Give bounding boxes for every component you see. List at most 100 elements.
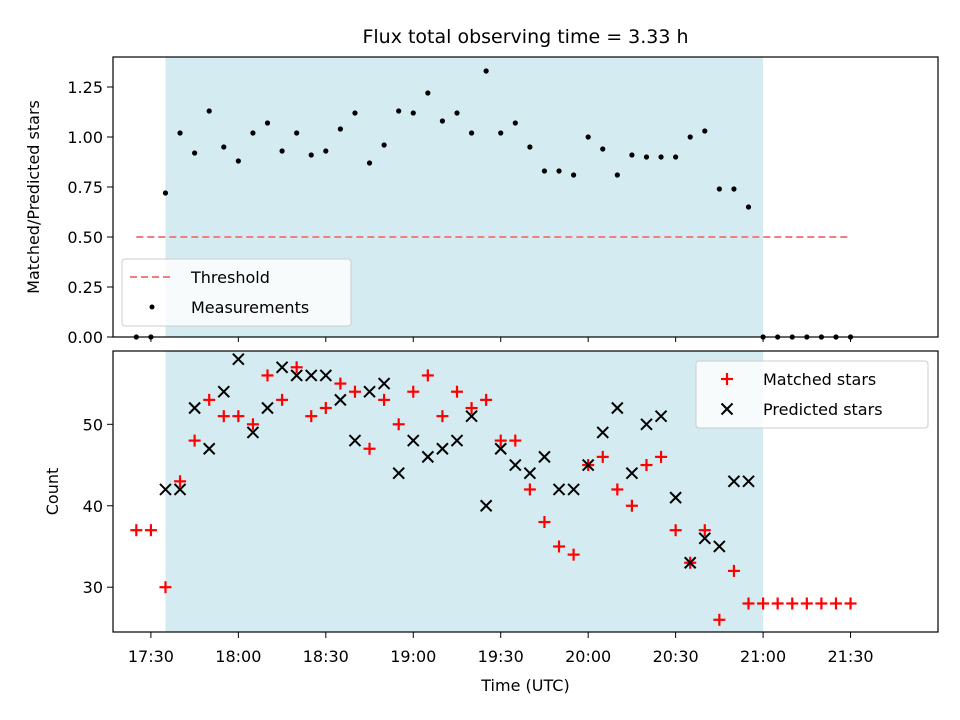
y-tick-label: 50 <box>83 415 103 434</box>
cross-stroke-b <box>188 401 201 415</box>
cross-stroke-b <box>742 475 755 488</box>
predicted-star-marker <box>436 442 449 455</box>
y-tick-label: 40 <box>83 497 103 516</box>
x-tick-label: 17:30 <box>128 647 174 666</box>
cross-stroke-b <box>377 377 391 390</box>
matched-star-marker <box>655 450 668 463</box>
predicted-star-marker <box>319 369 333 382</box>
matched-star-marker <box>363 442 376 455</box>
matched-star-marker <box>261 369 274 382</box>
matched-star-marker <box>640 459 653 472</box>
predicted-star-marker <box>290 369 303 382</box>
ratio-x-ticks <box>150 337 852 342</box>
cross-stroke-b <box>232 352 245 366</box>
x-tick-label: 18:30 <box>303 647 349 666</box>
legend-cross-marker <box>720 402 734 416</box>
measurement-point <box>206 108 212 114</box>
cross-stroke-b <box>275 361 289 374</box>
matched-star-marker <box>815 597 828 610</box>
x-axis-label: Time (UTC) <box>480 676 569 695</box>
matched-star-marker <box>669 524 682 537</box>
cross-stroke-b <box>509 458 522 472</box>
measurement-point <box>716 186 722 192</box>
measurement-point <box>192 150 198 156</box>
matched-star-marker <box>844 597 857 610</box>
predicted-star-marker <box>275 361 289 374</box>
cross-stroke-b <box>625 466 639 480</box>
cross-stroke-b <box>611 401 624 415</box>
cross-stroke-b <box>479 499 493 512</box>
measurement-point <box>643 154 650 160</box>
y-tick-label: 0.25 <box>67 278 103 297</box>
cross-stroke-b <box>720 402 734 416</box>
cross-stroke-b <box>217 385 230 398</box>
measurement-point <box>425 90 431 96</box>
ratio-legend: Threshold Measurements <box>121 258 352 327</box>
measurement-point <box>221 144 227 150</box>
cross-stroke-b <box>334 393 347 407</box>
cross-stroke-b <box>305 369 318 382</box>
matched-star-marker <box>480 393 493 406</box>
cross-stroke-b <box>421 450 435 464</box>
cross-stroke-b <box>290 369 303 382</box>
predicted-star-marker <box>640 418 653 431</box>
measurement-point <box>673 154 679 160</box>
measurement-point <box>308 152 314 158</box>
measurement-point <box>687 134 693 140</box>
measurement-point <box>439 118 446 124</box>
predicted-star-marker <box>348 434 362 447</box>
matched-star-marker <box>786 597 799 610</box>
legend-matched-swatch <box>721 373 733 385</box>
matched-star-marker <box>625 499 638 512</box>
legend-threshold-label: Threshold <box>190 268 270 287</box>
cross-stroke-b <box>684 556 697 569</box>
measurement-point <box>381 142 387 148</box>
matched-star-marker <box>829 597 842 610</box>
cross-stroke-b <box>552 483 566 496</box>
measurement-point <box>512 120 518 126</box>
predicted-star-marker <box>232 352 245 366</box>
matched-star-marker <box>407 385 420 398</box>
matched-star-marker <box>553 540 566 553</box>
chart-title: Flux total observing time = 3.33 h <box>362 26 688 48</box>
measurement-point <box>250 130 256 136</box>
measurement-point <box>235 158 241 164</box>
measurement-points <box>133 68 854 340</box>
matched-star-marker <box>567 548 580 561</box>
predicted-star-marker <box>509 458 522 472</box>
predicted-star-marker <box>552 483 566 496</box>
matched-star-marker <box>203 393 216 406</box>
predicted-star-marker <box>407 434 420 447</box>
ratio-y-axis-label: Matched/Predicted stars <box>24 100 43 294</box>
matched-star-marker <box>436 410 449 423</box>
predicted-star-marker <box>567 483 580 496</box>
predicted-star-marker <box>727 475 741 488</box>
legend-matched-label: Matched stars <box>763 370 876 389</box>
predicted-star-marker <box>494 442 507 455</box>
y-tick-label: 0.75 <box>67 178 103 197</box>
matched-star-marker <box>421 369 434 382</box>
measurement-point <box>468 130 475 136</box>
y-tick-label: 1.25 <box>67 78 103 97</box>
predicted-star-marker <box>392 466 405 480</box>
predicted-star-marker <box>450 434 464 447</box>
measurement-point <box>264 120 271 126</box>
matched-star-marker <box>130 524 143 537</box>
predicted-star-marker <box>596 426 609 439</box>
y-tick-label: 1.00 <box>67 128 103 147</box>
cross-stroke-b <box>581 458 595 472</box>
predicted-star-marker <box>246 426 260 439</box>
predicted-star-marker <box>159 483 172 496</box>
measurement-point <box>745 204 752 210</box>
count-x-ticks: 17:30 18:00 18:30 19:00 19:30 20:00 20:30 21:00… <box>128 632 874 666</box>
count-panel-frame <box>112 350 939 633</box>
matched-star-marker <box>509 434 522 447</box>
x-tick-label: 19:00 <box>390 647 436 666</box>
measurement-point <box>585 134 591 140</box>
measurement-point <box>571 172 577 178</box>
measurement-point <box>396 108 402 114</box>
matched-star-marker <box>450 385 463 398</box>
predicted-star-markers <box>159 352 755 569</box>
predicted-star-marker <box>202 442 216 455</box>
